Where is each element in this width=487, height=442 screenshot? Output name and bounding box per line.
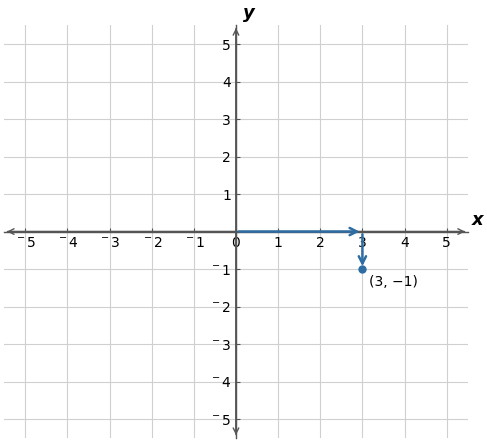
Text: y: y	[243, 4, 255, 22]
Text: (3, −1): (3, −1)	[369, 274, 418, 289]
Text: x: x	[472, 211, 484, 229]
